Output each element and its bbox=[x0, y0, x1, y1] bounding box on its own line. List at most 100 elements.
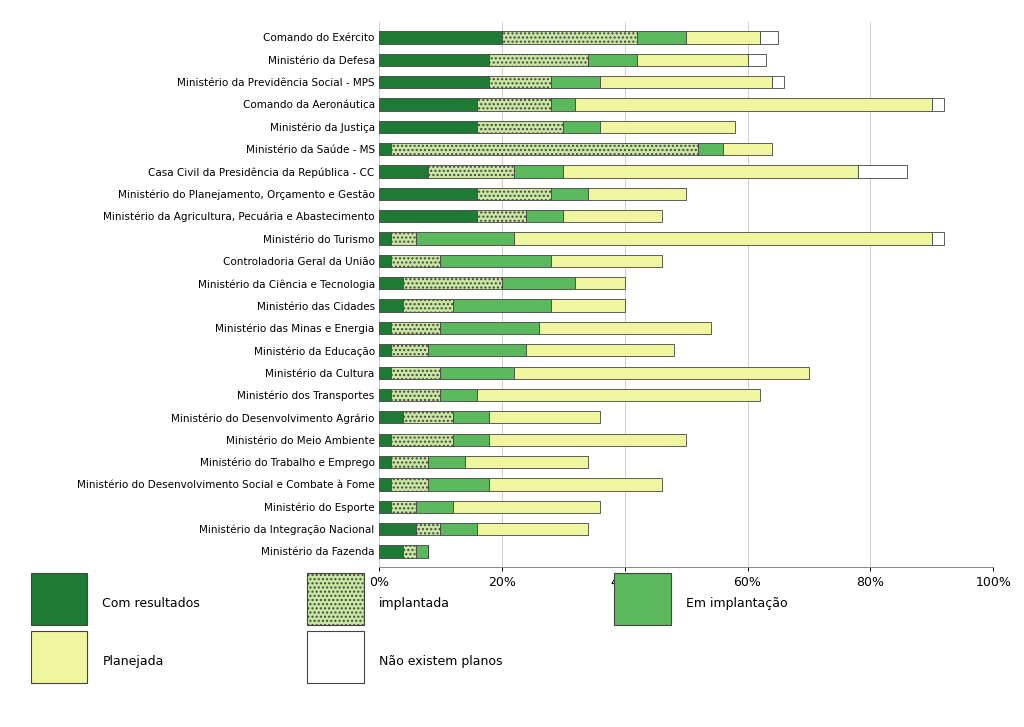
Bar bbox=[551, 98, 575, 111]
Bar bbox=[637, 31, 686, 44]
Bar bbox=[379, 300, 403, 312]
Text: Planejada: Planejada bbox=[102, 655, 164, 668]
Bar bbox=[932, 233, 944, 245]
Bar bbox=[379, 478, 391, 491]
Bar bbox=[539, 322, 711, 334]
Bar bbox=[391, 389, 440, 401]
Bar bbox=[379, 411, 403, 424]
Bar bbox=[489, 54, 588, 66]
Bar bbox=[723, 143, 772, 156]
Bar bbox=[514, 366, 809, 379]
Bar bbox=[440, 254, 551, 267]
Bar bbox=[379, 277, 403, 289]
Bar bbox=[391, 366, 440, 379]
Bar bbox=[600, 121, 735, 133]
Bar bbox=[440, 322, 539, 334]
Bar bbox=[932, 98, 944, 111]
Bar bbox=[600, 76, 772, 88]
Bar bbox=[416, 545, 428, 558]
Bar bbox=[526, 344, 674, 356]
Bar bbox=[391, 344, 428, 356]
Bar bbox=[477, 523, 588, 535]
Bar bbox=[379, 210, 477, 222]
Bar bbox=[403, 545, 416, 558]
Bar bbox=[477, 121, 563, 133]
Bar bbox=[772, 76, 784, 88]
Bar bbox=[526, 210, 563, 222]
Bar bbox=[379, 98, 477, 111]
Bar bbox=[379, 121, 477, 133]
Bar bbox=[440, 366, 514, 379]
Bar bbox=[379, 366, 391, 379]
Bar bbox=[489, 478, 662, 491]
Bar bbox=[453, 411, 489, 424]
Bar bbox=[588, 188, 686, 200]
Bar bbox=[551, 188, 588, 200]
Bar bbox=[477, 389, 760, 401]
Bar bbox=[391, 433, 453, 446]
Bar bbox=[477, 210, 526, 222]
Bar bbox=[637, 54, 748, 66]
Bar bbox=[428, 344, 526, 356]
Bar bbox=[379, 433, 391, 446]
Bar bbox=[502, 277, 575, 289]
Bar bbox=[379, 501, 391, 513]
Bar bbox=[391, 322, 440, 334]
Bar bbox=[403, 277, 502, 289]
Bar bbox=[379, 31, 502, 44]
Bar bbox=[379, 523, 416, 535]
Bar bbox=[428, 165, 514, 177]
Bar bbox=[563, 210, 662, 222]
Bar bbox=[440, 389, 477, 401]
Bar bbox=[453, 433, 489, 446]
Bar bbox=[698, 143, 723, 156]
Bar bbox=[416, 233, 514, 245]
Bar bbox=[379, 344, 391, 356]
Bar bbox=[551, 300, 625, 312]
Bar bbox=[391, 456, 428, 468]
Bar bbox=[379, 165, 428, 177]
Bar bbox=[379, 389, 391, 401]
Bar bbox=[391, 143, 698, 156]
Bar bbox=[379, 76, 489, 88]
Bar bbox=[453, 300, 551, 312]
Bar bbox=[575, 277, 625, 289]
Bar bbox=[489, 433, 686, 446]
Bar bbox=[391, 254, 440, 267]
Bar bbox=[428, 456, 465, 468]
Bar bbox=[686, 31, 760, 44]
Bar bbox=[391, 478, 428, 491]
Bar bbox=[391, 233, 416, 245]
Text: implantada: implantada bbox=[379, 597, 450, 610]
Bar bbox=[514, 233, 932, 245]
Bar bbox=[858, 165, 907, 177]
Bar bbox=[403, 300, 453, 312]
Text: Em implantação: Em implantação bbox=[686, 597, 787, 610]
Bar bbox=[391, 501, 416, 513]
Bar bbox=[379, 456, 391, 468]
Bar bbox=[440, 523, 477, 535]
Bar bbox=[760, 31, 778, 44]
Bar bbox=[489, 76, 551, 88]
Bar bbox=[453, 501, 600, 513]
Bar bbox=[379, 143, 391, 156]
Bar bbox=[465, 456, 588, 468]
Bar bbox=[748, 54, 766, 66]
Bar bbox=[379, 54, 489, 66]
Bar bbox=[379, 233, 391, 245]
Bar bbox=[379, 322, 391, 334]
Text: Não existem planos: Não existem planos bbox=[379, 655, 503, 668]
Bar bbox=[416, 523, 440, 535]
Bar bbox=[514, 165, 563, 177]
Bar bbox=[379, 188, 477, 200]
Bar bbox=[502, 31, 637, 44]
Bar bbox=[489, 411, 600, 424]
Bar bbox=[575, 98, 932, 111]
Bar bbox=[416, 501, 453, 513]
Bar bbox=[551, 254, 662, 267]
Bar bbox=[563, 165, 858, 177]
Bar bbox=[477, 188, 551, 200]
Bar bbox=[428, 478, 489, 491]
Bar bbox=[563, 121, 600, 133]
Bar bbox=[588, 54, 637, 66]
